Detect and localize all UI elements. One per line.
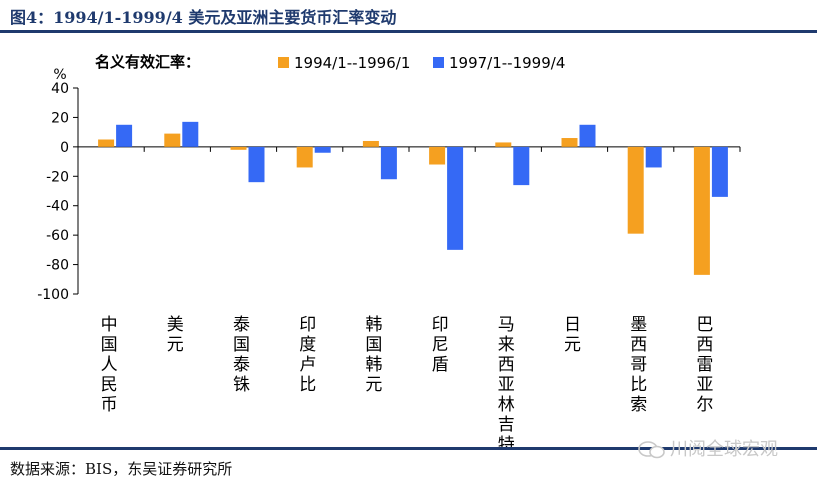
bar <box>362 140 379 147</box>
y-tick-label: 40 <box>51 81 69 97</box>
bar <box>447 146 464 250</box>
y-tick-label: -80 <box>46 258 69 274</box>
bar <box>230 146 247 150</box>
bar <box>296 146 313 168</box>
bar <box>645 146 662 168</box>
legend-label: 1994/1--1996/1 <box>294 54 410 72</box>
x-category-label: 印度卢比 <box>299 315 316 395</box>
y-tick-label: -20 <box>46 169 69 185</box>
y-tick-label: -40 <box>46 199 69 215</box>
bar <box>429 146 446 165</box>
legend-label: 1997/1--1999/4 <box>449 54 565 72</box>
x-category-label: 巴西雷亚尔 <box>696 315 713 415</box>
x-category-label: 印尼盾 <box>432 315 449 375</box>
watermark-text: 川阅全球宏观 <box>670 439 778 460</box>
x-category-label: 泰国泰铢 <box>233 315 250 395</box>
bar <box>380 146 397 180</box>
bar <box>513 146 530 186</box>
x-category-label: 马来西亚林吉特 <box>498 315 515 447</box>
watermark: 川阅全球宏观 <box>638 435 778 461</box>
bar <box>495 142 512 147</box>
x-category-label: 韩国韩元 <box>365 315 382 395</box>
chat-bubble-icon <box>638 441 665 459</box>
y-tick-label: 20 <box>51 110 69 126</box>
bar <box>182 121 199 147</box>
source-note: 数据来源：BIS，东吴证券研究所 <box>10 460 233 478</box>
x-axis-labels: 中国人民币 美元 泰国泰铢 印度卢比 韩国韩元 印尼盾 马来西亚林吉特 日元 墨西哥比索 巴西雷亚… <box>101 315 714 447</box>
figure-title: 图4：1994/1-1999/4 美元及亚洲主要货币汇率变动 <box>10 8 397 27</box>
y-tick-label: 0 <box>60 140 69 156</box>
bar <box>561 138 578 147</box>
bar <box>711 146 728 197</box>
bar <box>248 146 265 183</box>
bar <box>98 139 115 147</box>
x-category-label: 中国人民币 <box>101 315 118 415</box>
bar <box>164 133 181 147</box>
x-category-label: 墨西哥比索 <box>630 315 647 415</box>
legend-swatch <box>278 57 289 68</box>
x-category-label: 日元 <box>564 315 581 355</box>
top-rule <box>0 30 817 33</box>
y-tick-label: -100 <box>37 287 69 303</box>
bar <box>627 146 644 234</box>
bar <box>693 146 710 275</box>
bar <box>579 124 596 147</box>
legend: 1994/1--1996/1 1997/1--1999/4 <box>278 54 565 72</box>
bar <box>116 124 133 147</box>
bottom-rule <box>0 447 817 450</box>
x-category-label: 美元 <box>167 315 184 355</box>
chart-title: 名义有效汇率： <box>95 53 200 71</box>
bar-chart: 名义有效汇率： % 1994/1--1996/1 1997/1--1999/4 4… <box>37 53 741 447</box>
y-axis-unit: % <box>53 67 66 83</box>
legend-swatch <box>433 57 444 68</box>
bars <box>98 121 728 275</box>
y-tick-label: -60 <box>46 228 69 244</box>
bar <box>314 146 331 153</box>
